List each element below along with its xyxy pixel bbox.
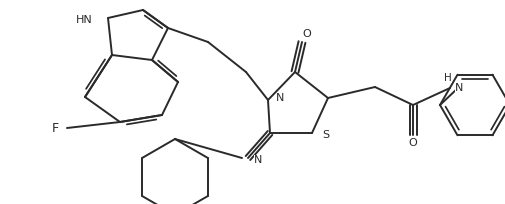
Text: HN: HN <box>76 15 93 25</box>
Text: F: F <box>52 122 59 134</box>
Text: N: N <box>455 83 464 93</box>
Text: N: N <box>254 155 263 165</box>
Text: H: H <box>444 73 452 83</box>
Text: S: S <box>322 130 329 140</box>
Text: N: N <box>276 93 284 103</box>
Text: O: O <box>409 138 417 148</box>
Text: O: O <box>302 29 312 39</box>
